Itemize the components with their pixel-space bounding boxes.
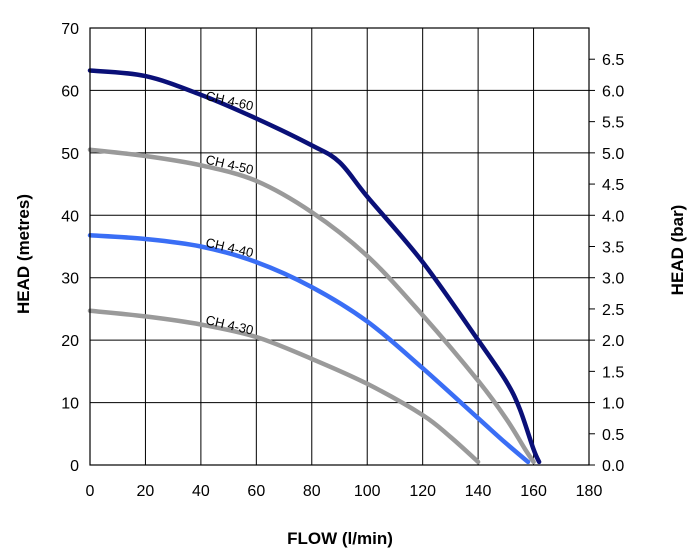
series-lines: [87, 68, 542, 465]
x-tick-label-1: 20: [137, 483, 155, 500]
x-tick-label-6: 120: [409, 483, 436, 500]
y2-tick-label-0: 0.0: [602, 458, 624, 475]
y2-tick-label-8: 4.0: [602, 208, 624, 225]
y2-tick-label-5: 2.5: [602, 302, 624, 319]
series-line-ch-4-30: [87, 308, 481, 465]
y-tick-label-0: 0: [70, 458, 79, 475]
y2-tick-label-1: 0.5: [602, 427, 624, 444]
y-axis-title: HEAD (metres): [14, 194, 33, 314]
y2-tick-label-3: 1.5: [602, 364, 624, 381]
y-tick-label-4: 40: [61, 208, 79, 225]
series-line-ch-4-50: [87, 147, 536, 465]
curve-label-ch-4-40: CH 4-40: [204, 235, 255, 261]
x-tick-label-2: 40: [192, 483, 210, 500]
curve-label-ch-4-30: CH 4-30: [204, 312, 255, 338]
x-tick-label-0: 0: [86, 483, 95, 500]
y2-tick-label-13: 6.5: [602, 52, 624, 69]
y2-axis-title: HEAD (bar): [668, 205, 687, 296]
x-axis-ticks: 0 20 40 60 80 100 120 140 160 180: [86, 483, 603, 500]
y2-axis-ticks: 0.0 0.5 1.0 1.5 2.0 2.5 3.0 3.5 4.0 4.5 5.0 5.5 6.0 6…: [589, 52, 624, 475]
x-tick-label-4: 80: [303, 483, 321, 500]
y-tick-label-6: 60: [61, 83, 79, 100]
x-tick-label-8: 160: [520, 483, 547, 500]
y2-tick-label-10: 5.0: [602, 146, 624, 163]
y2-tick-label-6: 3.0: [602, 271, 624, 288]
y2-tick-label-2: 1.0: [602, 396, 624, 413]
series-line-ch-4-40: [87, 233, 531, 465]
y2-tick-label-12: 6.0: [602, 83, 624, 100]
y2-tick-label-7: 3.5: [602, 240, 624, 257]
y-tick-label-7: 70: [61, 21, 79, 38]
y2-tick-label-11: 5.5: [602, 115, 624, 132]
x-axis-title: FLOW (l/min): [287, 529, 393, 548]
y-tick-label-5: 50: [61, 146, 79, 163]
x-tick-label-5: 100: [354, 483, 381, 500]
y2-tick-label-9: 4.5: [602, 177, 624, 194]
y-tick-label-1: 10: [61, 396, 79, 413]
y2-tick-label-4: 2.0: [602, 333, 624, 350]
y-tick-label-3: 30: [61, 271, 79, 288]
series-line-ch-4-60: [87, 68, 542, 465]
x-tick-label-3: 60: [247, 483, 265, 500]
x-tick-label-9: 180: [576, 483, 603, 500]
curve-label-ch-4-60: CH 4-60: [204, 88, 255, 114]
y-tick-label-2: 20: [61, 333, 79, 350]
y-axis-ticks: 0 10 20 30 40 50 60 70: [61, 21, 79, 475]
x-tick-label-7: 140: [465, 483, 492, 500]
